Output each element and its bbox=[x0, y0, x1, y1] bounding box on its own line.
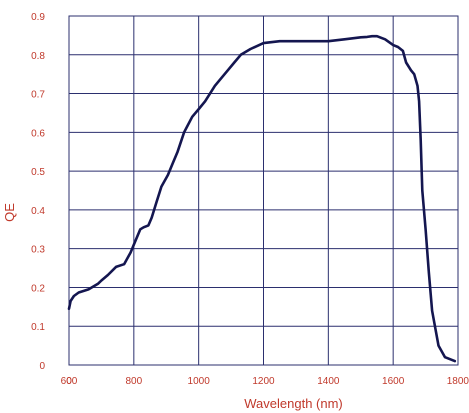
chart-grid bbox=[68, 15, 459, 366]
plot-frame bbox=[68, 15, 459, 366]
y-tick-label: 0.3 bbox=[31, 245, 45, 256]
y-tick-label: 0.6 bbox=[31, 128, 45, 139]
y-tick-label: 0.9 bbox=[31, 12, 45, 23]
x-tick-label: 1400 bbox=[317, 376, 340, 387]
x-tick-label: 1800 bbox=[447, 376, 469, 387]
x-tick-label: 1600 bbox=[382, 376, 405, 387]
x-tick-label: 1000 bbox=[188, 376, 211, 387]
x-tick-origin: 0 bbox=[66, 376, 72, 387]
y-tick-label: 0.7 bbox=[31, 90, 45, 101]
y-tick-labels: 0 0.1 0.2 0.3 0.4 0.5 0.6 0.7 0.8 0.9 bbox=[31, 12, 45, 372]
y-tick-label: 0.1 bbox=[31, 322, 45, 333]
y-tick-label: 0 bbox=[39, 361, 45, 372]
y-tick-label: 0.8 bbox=[31, 51, 45, 62]
y-axis-title: QE bbox=[2, 203, 17, 222]
y-tick-label: 0.2 bbox=[31, 283, 45, 294]
x-tick-labels: 600 800 1000 1200 1400 1600 1800 bbox=[61, 376, 469, 387]
x-axis-title: Wavelength (nm) bbox=[244, 396, 343, 411]
y-tick-label: 0.4 bbox=[31, 206, 45, 217]
qe-series-line bbox=[67, 34, 457, 363]
x-tick-label: 800 bbox=[125, 376, 142, 387]
x-tick-label: 600 bbox=[61, 376, 78, 387]
y-tick-label: 0.5 bbox=[31, 167, 45, 178]
x-tick-label: 1200 bbox=[252, 376, 275, 387]
